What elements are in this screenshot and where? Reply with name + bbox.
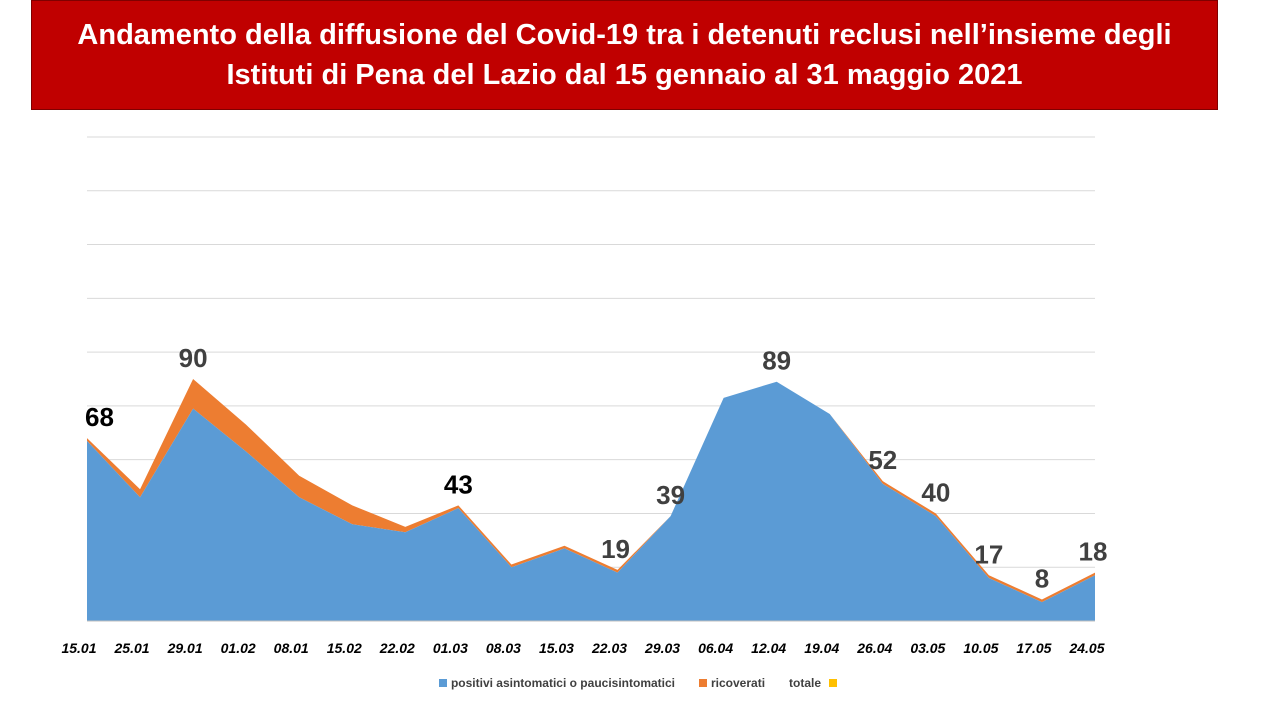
legend-swatch-positivi [438, 679, 447, 687]
legend-label-totale: totale [789, 676, 822, 690]
series-area-positivi [87, 381, 1095, 621]
x-tick-label: 22.02 [379, 640, 415, 656]
x-tick-label: 12.04 [751, 640, 786, 656]
x-tick-label: 15.01 [61, 640, 96, 656]
x-tick-label: 08.01 [274, 640, 309, 656]
x-tick-label: 03.05 [910, 640, 945, 656]
x-tick-label: 06.04 [698, 640, 733, 656]
x-tick-label: 17.05 [1016, 640, 1051, 656]
data-label: 52 [868, 445, 897, 475]
data-label: 18 [1079, 537, 1108, 567]
data-label: 90 [179, 343, 208, 373]
legend-swatch-ricoverati [699, 679, 707, 687]
x-tick-label: 26.04 [856, 640, 892, 656]
x-tick-label: 10.05 [963, 640, 998, 656]
data-label: 43 [444, 469, 473, 499]
x-tick-label: 01.02 [221, 640, 256, 656]
data-label: 40 [921, 477, 950, 507]
x-tick-label: 25.01 [114, 640, 150, 656]
legend-label-positivi: positivi asintomatici o paucisintomatici [450, 676, 675, 690]
series-area-ricoverati [87, 379, 1095, 603]
data-label: 8 [1035, 563, 1049, 593]
x-tick-label: 24.05 [1068, 640, 1104, 656]
x-tick-label: 19.04 [804, 640, 839, 656]
legend-label-ricoverati: ricoverati [711, 676, 766, 690]
chart-title: Andamento della diffusione del Covid-19 … [77, 19, 1172, 91]
x-tick-label: 15.03 [539, 640, 574, 656]
data-label: 68 [85, 402, 114, 432]
legend-swatch-totale [829, 679, 838, 687]
x-tick-label: 15.02 [327, 640, 362, 656]
data-label: 19 [601, 534, 630, 564]
title-banner: Andamento della diffusione del Covid-19 … [31, 0, 1218, 110]
legend-item-totale: totale [789, 676, 841, 690]
x-tick-label: 08.03 [486, 640, 521, 656]
x-tick-label: 29.03 [644, 640, 680, 656]
x-tick-label: 22.03 [591, 640, 627, 656]
legend: positivi asintomatici o paucisintomatici… [0, 676, 1280, 690]
data-label: 89 [762, 346, 791, 376]
legend-item-ricoverati: ricoverati [699, 676, 765, 690]
x-tick-label: 29.01 [167, 640, 203, 656]
data-label: 39 [656, 480, 685, 510]
legend-item-positivi: positivi asintomatici o paucisintomatici [438, 676, 675, 690]
data-label: 17 [974, 539, 1003, 569]
x-tick-label: 01.03 [433, 640, 468, 656]
